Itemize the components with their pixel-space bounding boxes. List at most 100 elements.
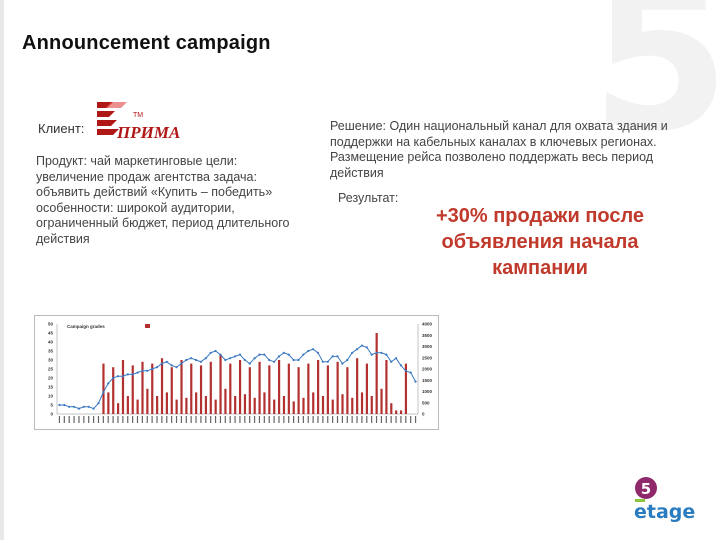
chart-point bbox=[87, 405, 90, 408]
chart-point bbox=[282, 351, 285, 354]
chart-bar bbox=[341, 394, 344, 414]
chart-x-tick-label bbox=[336, 416, 339, 423]
chart-bar bbox=[112, 367, 115, 414]
chart-point bbox=[272, 360, 276, 363]
chart-bar bbox=[170, 367, 173, 414]
chart-x-tick-label bbox=[297, 416, 300, 423]
chart-x-tick-label bbox=[107, 416, 109, 423]
chart-bar bbox=[102, 363, 105, 414]
chart-bar bbox=[204, 396, 208, 414]
left-edge-bar bbox=[0, 0, 4, 540]
chart-point bbox=[370, 353, 373, 356]
chart-x-tick-label bbox=[356, 416, 358, 423]
chart-bar bbox=[282, 396, 286, 414]
chart-bar bbox=[380, 388, 383, 414]
chart-point bbox=[248, 362, 251, 365]
chart-x-tick-label bbox=[273, 416, 275, 423]
chart-bar bbox=[297, 367, 300, 414]
chart-left-tick: 35 bbox=[48, 349, 54, 354]
chart-bar bbox=[375, 333, 378, 414]
chart-point bbox=[375, 351, 378, 354]
chart-bar bbox=[292, 401, 295, 414]
chart-point bbox=[414, 380, 417, 383]
chart-point bbox=[409, 371, 412, 374]
chart-point bbox=[263, 353, 266, 356]
client-logo: ТМ ПРИМА bbox=[97, 102, 180, 142]
chart-point bbox=[175, 366, 178, 369]
chart-bar bbox=[180, 360, 183, 414]
chart-x-tick-label bbox=[244, 416, 246, 423]
chart-bar bbox=[331, 399, 334, 414]
chart-bar bbox=[273, 399, 276, 414]
chart-bar bbox=[219, 354, 222, 414]
chart-point bbox=[238, 353, 242, 356]
chart-point bbox=[277, 355, 281, 358]
campaign-chart: Campaign grades 50 45 40 35 30 25 20 15 10 5 0 4000 3… bbox=[34, 315, 439, 430]
chart-x-tick-label bbox=[141, 416, 143, 423]
chart-point bbox=[199, 360, 203, 363]
chart-x-tick-label bbox=[229, 416, 231, 423]
chart-point bbox=[380, 351, 383, 354]
chart-bar bbox=[399, 410, 403, 414]
client-label: Клиент: bbox=[38, 121, 85, 136]
chart-bar bbox=[175, 399, 178, 414]
chart-right-tick: 0 bbox=[422, 412, 425, 417]
chart-right-tick: 3500 bbox=[422, 333, 433, 338]
chart-left-tick: 25 bbox=[48, 367, 54, 372]
chart-point bbox=[180, 362, 183, 365]
chart-x-tick-label bbox=[253, 416, 256, 423]
chart-point bbox=[214, 349, 217, 353]
chart-x-tick-label bbox=[307, 416, 309, 423]
chart-bar bbox=[190, 363, 193, 414]
chart-point bbox=[146, 369, 149, 372]
chart-bar bbox=[238, 360, 242, 414]
chart-point bbox=[170, 364, 173, 367]
chart-bar bbox=[268, 365, 271, 414]
background-numeral: 5 bbox=[590, 0, 720, 176]
chart-bar bbox=[336, 361, 339, 414]
chart-point bbox=[160, 362, 163, 365]
chart-point bbox=[185, 358, 188, 362]
chart-bar bbox=[234, 396, 237, 414]
chart-bar bbox=[214, 399, 217, 414]
chart-x-tick-label bbox=[405, 416, 407, 423]
chart-point bbox=[253, 357, 256, 360]
chart-x-tick-label bbox=[156, 416, 158, 423]
chart-x-tick-label bbox=[68, 416, 70, 423]
chart-point bbox=[107, 382, 110, 385]
chart-bar bbox=[346, 367, 349, 414]
chart-point bbox=[136, 371, 139, 374]
chart-x-tick-label bbox=[166, 416, 168, 423]
chart-x-tick-label bbox=[151, 416, 153, 423]
chart-legend-swatch bbox=[145, 324, 150, 328]
chart-x-tick-label bbox=[341, 416, 343, 423]
chart-left-tick: 0 bbox=[50, 412, 53, 417]
chart-x-tick-label bbox=[205, 416, 207, 423]
chart-bar bbox=[121, 360, 125, 414]
chart-point bbox=[307, 349, 310, 353]
chart-left-tick: 15 bbox=[48, 385, 54, 390]
chart-right-tick: 4000 bbox=[422, 322, 433, 327]
chart-point bbox=[355, 348, 359, 351]
etage-badge-icon bbox=[635, 477, 657, 499]
chart-point bbox=[399, 364, 403, 367]
chart-right-tick: 1500 bbox=[422, 378, 433, 383]
chart-x-tick-label bbox=[219, 416, 222, 423]
chart-x-tick-label bbox=[322, 416, 324, 423]
chart-point bbox=[292, 358, 295, 362]
chart-point bbox=[121, 375, 124, 378]
product-line: действия bbox=[36, 231, 90, 246]
chart-bar bbox=[160, 358, 164, 414]
chart-bar bbox=[243, 394, 247, 414]
chart-point bbox=[229, 357, 232, 360]
chart-x-tick-label bbox=[283, 416, 285, 423]
chart-point bbox=[316, 351, 320, 354]
chart-x-tick-label bbox=[224, 416, 226, 423]
chart-point bbox=[346, 358, 349, 362]
chart-x-tick-label bbox=[327, 416, 329, 423]
chart-point bbox=[258, 353, 261, 356]
chart-right-tick: 500 bbox=[422, 400, 430, 405]
chart-x-tick-label bbox=[239, 416, 241, 423]
chart-x-tick-label bbox=[332, 416, 334, 423]
chart-point bbox=[326, 360, 329, 363]
